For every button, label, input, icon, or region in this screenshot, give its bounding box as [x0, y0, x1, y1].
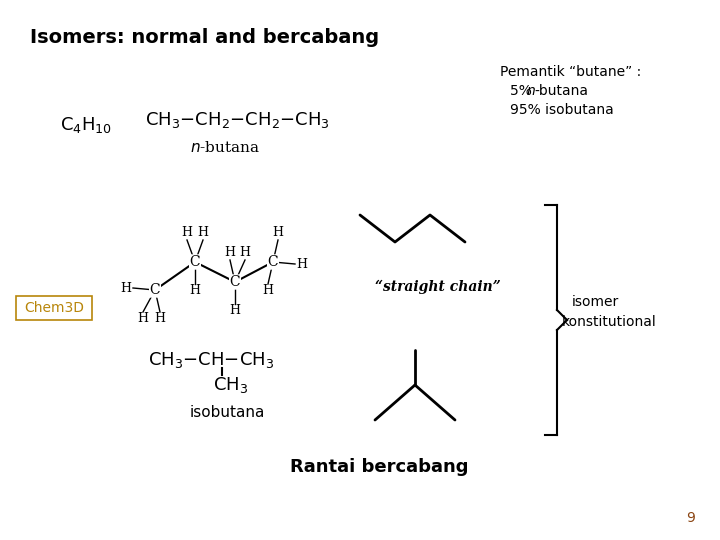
Text: H: H: [181, 226, 192, 240]
Text: “straight chain”: “straight chain”: [375, 280, 500, 294]
Text: Pemantik “butane” :: Pemantik “butane” :: [500, 65, 642, 79]
Text: konstitutional: konstitutional: [562, 315, 657, 329]
Text: H: H: [120, 281, 132, 294]
Text: H: H: [155, 313, 166, 326]
Text: C: C: [189, 255, 200, 269]
Text: $\mathrm{CH_3}$: $\mathrm{CH_3}$: [213, 375, 248, 395]
Text: C: C: [230, 275, 240, 289]
Text: H: H: [263, 285, 274, 298]
Text: Rantai bercabang: Rantai bercabang: [290, 458, 469, 476]
Text: isobutana: isobutana: [190, 405, 266, 420]
Text: Isomers: normal and bercabang: Isomers: normal and bercabang: [30, 28, 379, 47]
FancyBboxPatch shape: [16, 296, 92, 320]
Text: $\mathrm{CH_3{-}CH{-}CH_3}$: $\mathrm{CH_3{-}CH{-}CH_3}$: [148, 350, 274, 370]
Text: H: H: [189, 285, 200, 298]
Text: C: C: [150, 283, 161, 297]
Text: $\mathrm{CH_3{-}CH_2{-}CH_2{-}CH_3}$: $\mathrm{CH_3{-}CH_2{-}CH_2{-}CH_3}$: [145, 110, 330, 130]
Text: isomer: isomer: [572, 295, 619, 309]
Text: $\it{n}$-butana: $\it{n}$-butana: [190, 140, 260, 155]
Text: H: H: [230, 305, 240, 318]
Text: 9: 9: [686, 511, 695, 525]
Text: H: H: [138, 313, 148, 326]
Text: H: H: [197, 226, 209, 240]
Text: n: n: [527, 84, 536, 98]
Text: $\mathrm{C_4H_{10}}$: $\mathrm{C_4H_{10}}$: [60, 115, 112, 135]
Text: 5%: 5%: [510, 84, 536, 98]
Text: H: H: [272, 226, 284, 240]
Text: C: C: [268, 255, 279, 269]
Text: -butana: -butana: [534, 84, 588, 98]
Text: 95% isobutana: 95% isobutana: [510, 103, 613, 117]
Text: H: H: [240, 246, 251, 260]
Text: H: H: [297, 258, 307, 271]
Text: H: H: [225, 246, 235, 260]
Text: Chem3D: Chem3D: [24, 301, 84, 315]
